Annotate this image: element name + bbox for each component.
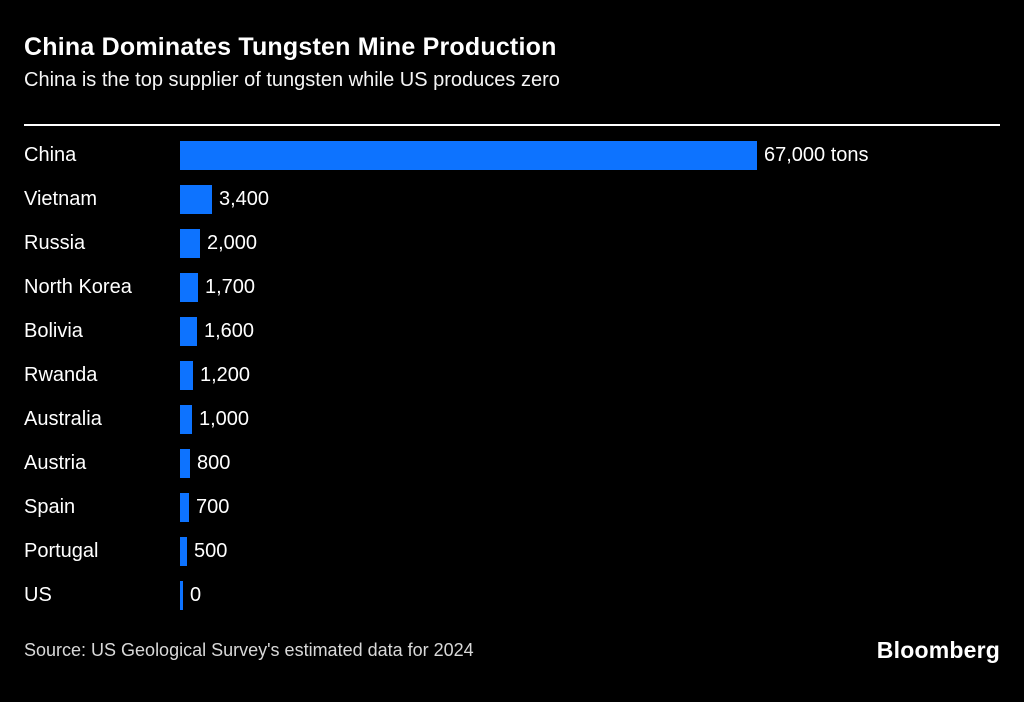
value-label: 0 [190,583,202,606]
chart-row: Australia 1,000 [24,397,1000,441]
country-label: Spain [24,495,76,518]
chart-row: Vietnam 3,400 [24,177,1000,221]
bar [180,140,757,170]
value-label: 3,400 [219,187,270,210]
bar-area: 500 [180,536,1000,566]
country-label: US [24,583,52,606]
chart-row: Bolivia 1,600 [24,309,1000,353]
country-label: Russia [24,231,86,254]
bar [180,316,197,346]
value-label: 67,000 tons [764,143,869,166]
value-label: 2,000 [207,231,258,254]
value-label: 1,600 [204,319,255,342]
chart-row: Rwanda 1,200 [24,353,1000,397]
chart-row: US 0 [24,573,1000,617]
chart-row: China 67,000 tons [24,133,1000,177]
bar-area: 3,400 [180,184,1000,214]
bar-area: 1,700 [180,272,1000,302]
bar [180,448,190,478]
country-label: Australia [24,407,102,430]
country-label: Rwanda [24,363,98,386]
bar-area: 1,600 [180,316,1000,346]
value-label: 500 [194,539,228,562]
value-label: 800 [197,451,231,474]
bar-area: 67,000 tons [180,140,1000,170]
value-label: 1,200 [200,363,251,386]
chart-row: Austria 800 [24,441,1000,485]
bar [180,492,189,522]
chart-row: Spain 700 [24,485,1000,529]
bar-area: 0 [180,580,1000,610]
country-label: North Korea [24,275,132,298]
value-label: 1,000 [199,407,250,430]
bar-area: 800 [180,448,1000,478]
country-label: Portugal [24,539,99,562]
value-label: 700 [196,495,230,518]
bar [180,536,187,566]
bar-area: 1,000 [180,404,1000,434]
country-label: Austria [24,451,87,474]
chart-row: Portugal 500 [24,529,1000,573]
bar [180,228,200,258]
bar-area: 1,200 [180,360,1000,390]
country-label: Bolivia [24,319,83,342]
chart-row: Russia 2,000 [24,221,1000,265]
header-rule [24,124,1000,126]
value-label: 1,700 [205,275,256,298]
bar-area: 700 [180,492,1000,522]
chart-row: North Korea 1,700 [24,265,1000,309]
country-label: Vietnam [24,187,98,210]
chart-subtitle: China is the top supplier of tungsten wh… [24,69,560,91]
bar [180,184,212,214]
bar-chart: China 67,000 tons Vietnam 3,400 Russia 2,000 N… [24,133,1000,617]
bar [180,360,193,390]
country-label: China [24,143,77,166]
chart-footer: Source: US Geological Survey's estimated… [24,637,1000,664]
bar [180,404,192,434]
source-note: Source: US Geological Survey's estimated… [24,640,474,660]
bar-area: 2,000 [180,228,1000,258]
bloomberg-logo: Bloomberg [876,637,1000,663]
bar [180,580,183,610]
bar [180,272,198,302]
chart-title: China Dominates Tungsten Mine Production [24,33,557,61]
